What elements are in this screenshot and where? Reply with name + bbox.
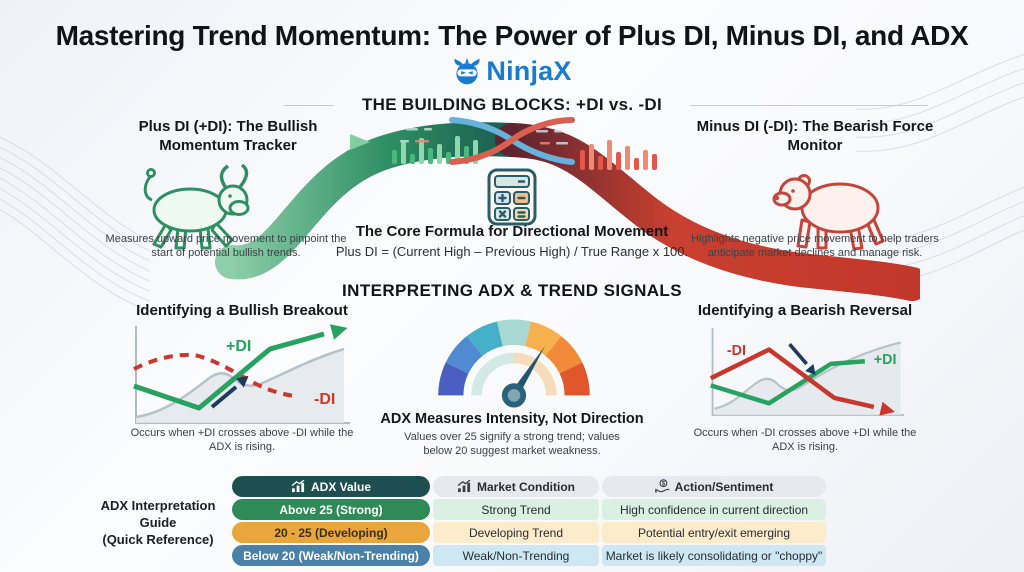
reversal-arrow — [788, 343, 808, 366]
bearish-reversal-title: Identifying a Bearish Reversal — [697, 302, 913, 319]
guide-title: ADX Interpretation Guide — [100, 498, 216, 530]
gauge-title: ADX Measures Intensity, Not Direction — [380, 411, 644, 427]
action-weak: Market is likely consolidating or "chopp… — [602, 545, 826, 566]
plus-di-line — [133, 331, 325, 411]
breakout-arrow — [210, 385, 238, 409]
action-developing: Potential entry/exit emerging — [602, 522, 826, 543]
building-blocks-heading-row: THE BUILDING BLOCKS: +DI vs. -DI — [0, 95, 1024, 115]
minus-di-title: Minus DI (-DI): The Bearish Force Monito… — [696, 118, 934, 154]
plus-di-title: Plus DI (+DI): The Bullish Momentum Trac… — [138, 118, 318, 154]
up-arrow-icon — [329, 324, 348, 340]
condition-weak: Weak/Non-Trending — [433, 545, 599, 566]
minus-di-line — [709, 347, 875, 410]
guide-subtitle: (Quick Reference) — [102, 531, 214, 547]
condition-developing: Developing Trend — [433, 522, 599, 543]
bearish-reversal-caption: Occurs when -DI crosses above +DI while … — [693, 427, 917, 454]
adx-value-developing: 20 - 25 (Developing) — [232, 522, 430, 543]
bullish-breakout-caption: Occurs when +DI crosses above -DI while … — [130, 427, 354, 454]
calculator-icon — [487, 168, 537, 226]
formula-title: The Core Formula for Directional Movemen… — [355, 223, 669, 240]
adx-interpretation-table: ADX Value Market Condition $ Action/Sent… — [232, 476, 826, 566]
red-volume-bars — [580, 140, 657, 170]
adx-value-weak: Below 20 (Weak/Non-Trending) — [232, 545, 430, 566]
green-volume-bars — [392, 136, 478, 164]
header-action-sentiment: $ Action/Sentiment — [602, 476, 826, 497]
plus-di-line — [710, 358, 866, 406]
ribbon-tick-dashes — [400, 128, 568, 145]
gauge-caption: Values over 25 signify a strong trend; v… — [404, 431, 620, 458]
plus-di-label: +DI — [874, 352, 897, 368]
ninjax-beetle-icon — [454, 57, 480, 84]
header-market-condition: Market Condition — [433, 476, 599, 497]
divider-line-left — [284, 105, 334, 106]
down-arrow-icon — [879, 401, 895, 416]
wave-decoration-left — [0, 136, 150, 312]
divider-line-right — [690, 105, 928, 106]
formula-text: Plus DI = (Current High – Previous High)… — [335, 244, 689, 259]
adx-line — [714, 341, 901, 410]
adx-gauge — [438, 319, 590, 408]
minus-di-label: -DI — [314, 391, 335, 408]
minus-di-label: -DI — [727, 343, 746, 359]
crossover-x-icon — [449, 117, 575, 165]
trend-chart-icon — [291, 480, 305, 493]
brand-name: NinjaX — [486, 56, 572, 86]
svg-text:$: $ — [661, 481, 665, 488]
adx-value-strong: Above 25 (Strong) — [232, 499, 430, 520]
minus-di-line — [133, 352, 295, 398]
brand-logo: NinjaX — [0, 56, 1024, 87]
building-blocks-heading: THE BUILDING BLOCKS: +DI vs. -DI — [361, 95, 663, 114]
action-strong: High confidence in current direction — [602, 499, 826, 520]
guide-label: ADX Interpretation Guide (Quick Referenc… — [86, 498, 230, 549]
condition-strong: Strong Trend — [433, 499, 599, 520]
bullish-breakout-title: Identifying a Bullish Breakout — [136, 302, 348, 319]
plus-di-label: +DI — [226, 338, 251, 355]
trend-chart-icon — [457, 480, 471, 493]
money-hand-icon: $ — [654, 479, 670, 493]
bullish-breakout-chart: +DI -DI — [133, 324, 350, 424]
bearish-reversal-chart: -DI +DI — [709, 328, 905, 416]
header-adx-value: ADX Value — [232, 476, 430, 497]
interpreting-heading: INTERPRETING ADX & TREND SIGNALS — [342, 281, 682, 300]
page-title: Mastering Trend Momentum: The Power of P… — [55, 20, 969, 51]
ribbon-arrow-icon — [350, 134, 370, 150]
